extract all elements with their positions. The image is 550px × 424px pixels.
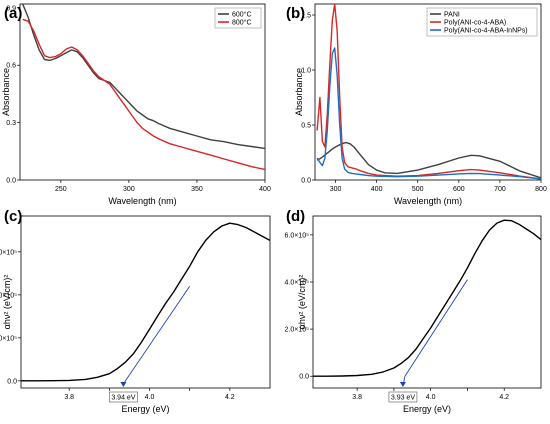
fit-line	[404, 279, 468, 377]
y-axis-label: Absorbance	[1, 68, 11, 116]
x-axis-label: Energy (eV)	[403, 404, 451, 414]
y-tick-label: 0.0	[7, 378, 17, 385]
annotation-box	[109, 391, 138, 403]
y-tick-label: 6.0×10⁵	[0, 292, 17, 299]
series-group	[316, 4, 541, 180]
series-line-1	[22, 4, 265, 150]
x-tick-label: 300	[330, 186, 342, 193]
x-tick-label: 3.8	[64, 394, 74, 401]
x-tick-label: 4.2	[499, 394, 509, 401]
x-tick-label: 400	[371, 186, 383, 193]
panel-a: 250 300 350 400 0.0 0.3 0.6 0.9 Wavelength (nm) A…	[1, 3, 271, 206]
x-tick-label: 4.2	[225, 394, 235, 401]
series-line-2	[22, 18, 265, 171]
x-tick-label: 350	[191, 186, 203, 193]
y-tick-label: 1.0	[301, 68, 311, 75]
x-axis-label: Energy (eV)	[121, 404, 169, 414]
legend-box	[214, 7, 262, 29]
fit-line	[125, 285, 191, 382]
y-tick-label: 0.5	[301, 123, 311, 130]
annotation-label: 3.94 eV	[111, 395, 135, 402]
panel-label: (c)	[4, 208, 22, 225]
y-tick-label: 0.0	[299, 374, 309, 381]
annotation-box	[388, 391, 418, 403]
x-tick-label: 4.0	[145, 394, 155, 401]
x-axis-label: Wavelength (nm)	[394, 196, 462, 206]
legend-box	[426, 7, 538, 37]
panel-label: (a)	[4, 5, 22, 22]
intercept-arrow-head	[120, 382, 127, 387]
legend-label: 600°C	[232, 11, 252, 19]
y-axis-label: Absorbance	[294, 68, 304, 116]
legend: PANIPoly(ANI-co-4-ABA)Poly(ANI-co-4-ABA-…	[426, 7, 538, 37]
series-line-3	[316, 47, 541, 180]
x-tick-label: 3.8	[352, 394, 362, 401]
y-tick-label: 0.0	[6, 178, 16, 185]
series-line-1	[316, 141, 541, 179]
legend-label: PANI	[444, 12, 460, 19]
y-tick-label: 0.9	[6, 5, 16, 12]
x-tick-label: 500	[412, 186, 424, 193]
intercept-arrow-head	[399, 382, 406, 387]
panel-b: 300 400 500 600 700 800 0.0 0.5 1.0 1.5 Wavelength…	[286, 3, 547, 206]
x-tick-label: 400	[259, 186, 271, 193]
y-tick-label: 3.0×10⁵	[0, 335, 17, 342]
y-tick-label: 9.0×10⁵	[0, 249, 17, 256]
x-tick-label: 800	[535, 186, 547, 193]
panel-label: (d)	[286, 208, 305, 225]
legend-label: 800°C	[232, 19, 252, 27]
y-tick-label: 0.6	[6, 63, 16, 70]
legend-label: Poly(ANI-co-4-ABA-InNPs)	[444, 28, 528, 35]
y-axis-label: αhν² (eV/cm)²	[297, 275, 307, 330]
plot-frame	[312, 215, 542, 389]
panel-label: (b)	[286, 5, 305, 22]
series-line-1	[21, 222, 270, 382]
y-tick-label: 6.0×10⁵	[284, 232, 309, 239]
series-group	[21, 222, 270, 382]
series-group	[313, 219, 541, 377]
y-tick-label: 4.0×10⁵	[284, 279, 309, 286]
x-tick-label: 300	[123, 186, 135, 193]
annotation-label: 3.93 eV	[391, 395, 415, 402]
y-tick-label: 0.3	[6, 120, 16, 127]
legend-label: Poly(ANI-co-4-ABA)	[444, 20, 506, 27]
y-axis-label: αhν² (eV/cm)²	[2, 275, 12, 330]
plot-frame	[20, 215, 271, 389]
x-tick-label: 4.0	[426, 394, 436, 401]
series-group	[22, 4, 265, 171]
plot-frame	[19, 3, 266, 181]
x-tick-label: 250	[55, 186, 67, 193]
y-tick-label: 1.5	[301, 13, 311, 20]
x-axis-label: Wavelength (nm)	[108, 196, 176, 206]
y-tick-label: 2.0×10⁵	[284, 327, 309, 334]
panel-d: 3.8 4.0 4.2 0.0 2.0×10⁵ 4.0×10⁵ 6.0×10⁵ Energy …	[284, 208, 542, 414]
series-line-1	[313, 219, 541, 377]
y-tick-label: 0.0	[301, 178, 311, 185]
panel-c: 3.8 4.0 4.2 0.0 3.0×10⁵ 6.0×10⁵ 9.0×10⁵ Energy …	[0, 208, 271, 414]
x-tick-label: 600	[453, 186, 465, 193]
series-line-2	[316, 4, 541, 180]
plot-frame	[314, 3, 542, 181]
x-tick-label: 700	[494, 186, 506, 193]
